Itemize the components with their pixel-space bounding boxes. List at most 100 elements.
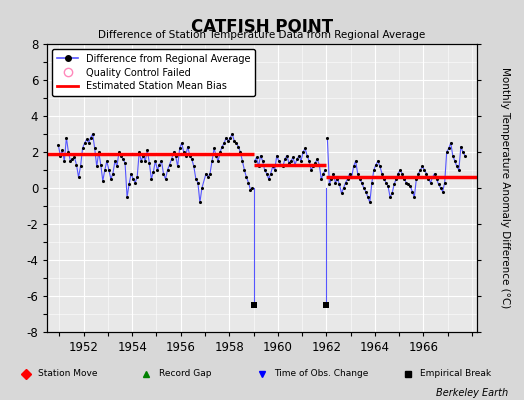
Point: [307, 167, 315, 173]
Point: [382, 179, 390, 186]
Text: Berkeley Earth: Berkeley Earth: [436, 388, 508, 398]
Point: [434, 181, 443, 188]
Text: Difference of Station Temperature Data from Regional Average: Difference of Station Temperature Data f…: [99, 30, 425, 40]
Point: [99, 178, 107, 184]
Point: [212, 152, 220, 159]
Point: [331, 179, 340, 186]
Point: [222, 134, 231, 141]
Point: [355, 176, 364, 182]
Point: [151, 158, 160, 164]
Point: [394, 170, 402, 177]
Point: [202, 170, 210, 177]
Point: [340, 185, 348, 191]
Point: [449, 152, 457, 159]
Point: [455, 167, 463, 173]
Point: [135, 149, 144, 155]
Point: [398, 170, 407, 177]
Point: [171, 152, 180, 159]
Point: [206, 170, 214, 177]
Point: [359, 185, 368, 191]
Point: [103, 158, 111, 164]
Point: [325, 181, 334, 188]
Point: [111, 158, 119, 164]
Point: [369, 167, 378, 173]
Point: [181, 152, 190, 159]
Point: [442, 149, 451, 155]
Point: [279, 163, 287, 170]
Text: Record Gap: Record Gap: [159, 370, 211, 378]
Point: [198, 185, 206, 191]
Point: [354, 170, 362, 177]
Point: [299, 149, 307, 155]
Point: [416, 167, 424, 173]
Point: [285, 160, 293, 166]
Point: [272, 152, 281, 159]
Point: [133, 174, 141, 180]
Point: [115, 149, 123, 155]
Point: [145, 160, 154, 166]
Point: [376, 163, 384, 170]
Point: [250, 158, 259, 164]
Point: [451, 158, 459, 164]
Point: [246, 186, 255, 193]
Point: [117, 152, 125, 159]
Point: [214, 158, 222, 164]
Legend: Difference from Regional Average, Quality Control Failed, Estimated Station Mean: Difference from Regional Average, Qualit…: [52, 49, 255, 96]
Point: [345, 170, 354, 177]
Point: [185, 152, 194, 159]
Point: [64, 149, 73, 155]
Text: CATFISH POINT: CATFISH POINT: [191, 18, 333, 36]
Point: [62, 134, 71, 141]
Point: [362, 188, 370, 195]
Point: [127, 170, 135, 177]
Point: [412, 176, 421, 182]
Point: [60, 158, 69, 164]
Point: [216, 149, 224, 155]
Point: [418, 163, 427, 170]
Point: [208, 158, 216, 164]
Point: [91, 145, 99, 152]
Point: [260, 167, 269, 173]
Point: [315, 161, 323, 168]
Point: [143, 147, 151, 153]
Point: [350, 163, 358, 170]
Point: [335, 181, 344, 188]
Point: [86, 134, 95, 141]
Point: [195, 199, 204, 206]
Point: [333, 176, 342, 182]
Point: [305, 158, 313, 164]
Point: [242, 174, 250, 180]
Point: [210, 145, 219, 152]
Point: [400, 176, 408, 182]
Point: [404, 181, 412, 188]
Point: [183, 143, 192, 150]
Point: [337, 190, 346, 197]
Point: [301, 145, 309, 152]
Point: [420, 167, 429, 173]
Point: [319, 170, 328, 177]
Point: [293, 156, 301, 162]
Point: [232, 140, 241, 146]
Point: [343, 176, 352, 182]
Point: [66, 158, 74, 164]
Point: [444, 145, 453, 152]
Point: [68, 156, 77, 162]
Point: [218, 143, 226, 150]
Point: [439, 188, 447, 195]
Point: [105, 167, 113, 173]
Point: [178, 140, 186, 146]
Point: [141, 158, 149, 164]
Point: [192, 176, 200, 182]
Point: [204, 174, 212, 180]
Point: [282, 152, 291, 159]
Point: [159, 170, 168, 177]
Point: [268, 163, 277, 170]
Point: [248, 185, 257, 191]
Point: [166, 161, 174, 168]
Y-axis label: Monthly Temperature Anomaly Difference (°C): Monthly Temperature Anomaly Difference (…: [500, 67, 510, 309]
Point: [432, 176, 441, 182]
Point: [131, 179, 139, 186]
Point: [457, 143, 465, 150]
Point: [89, 131, 97, 137]
Point: [108, 170, 117, 177]
